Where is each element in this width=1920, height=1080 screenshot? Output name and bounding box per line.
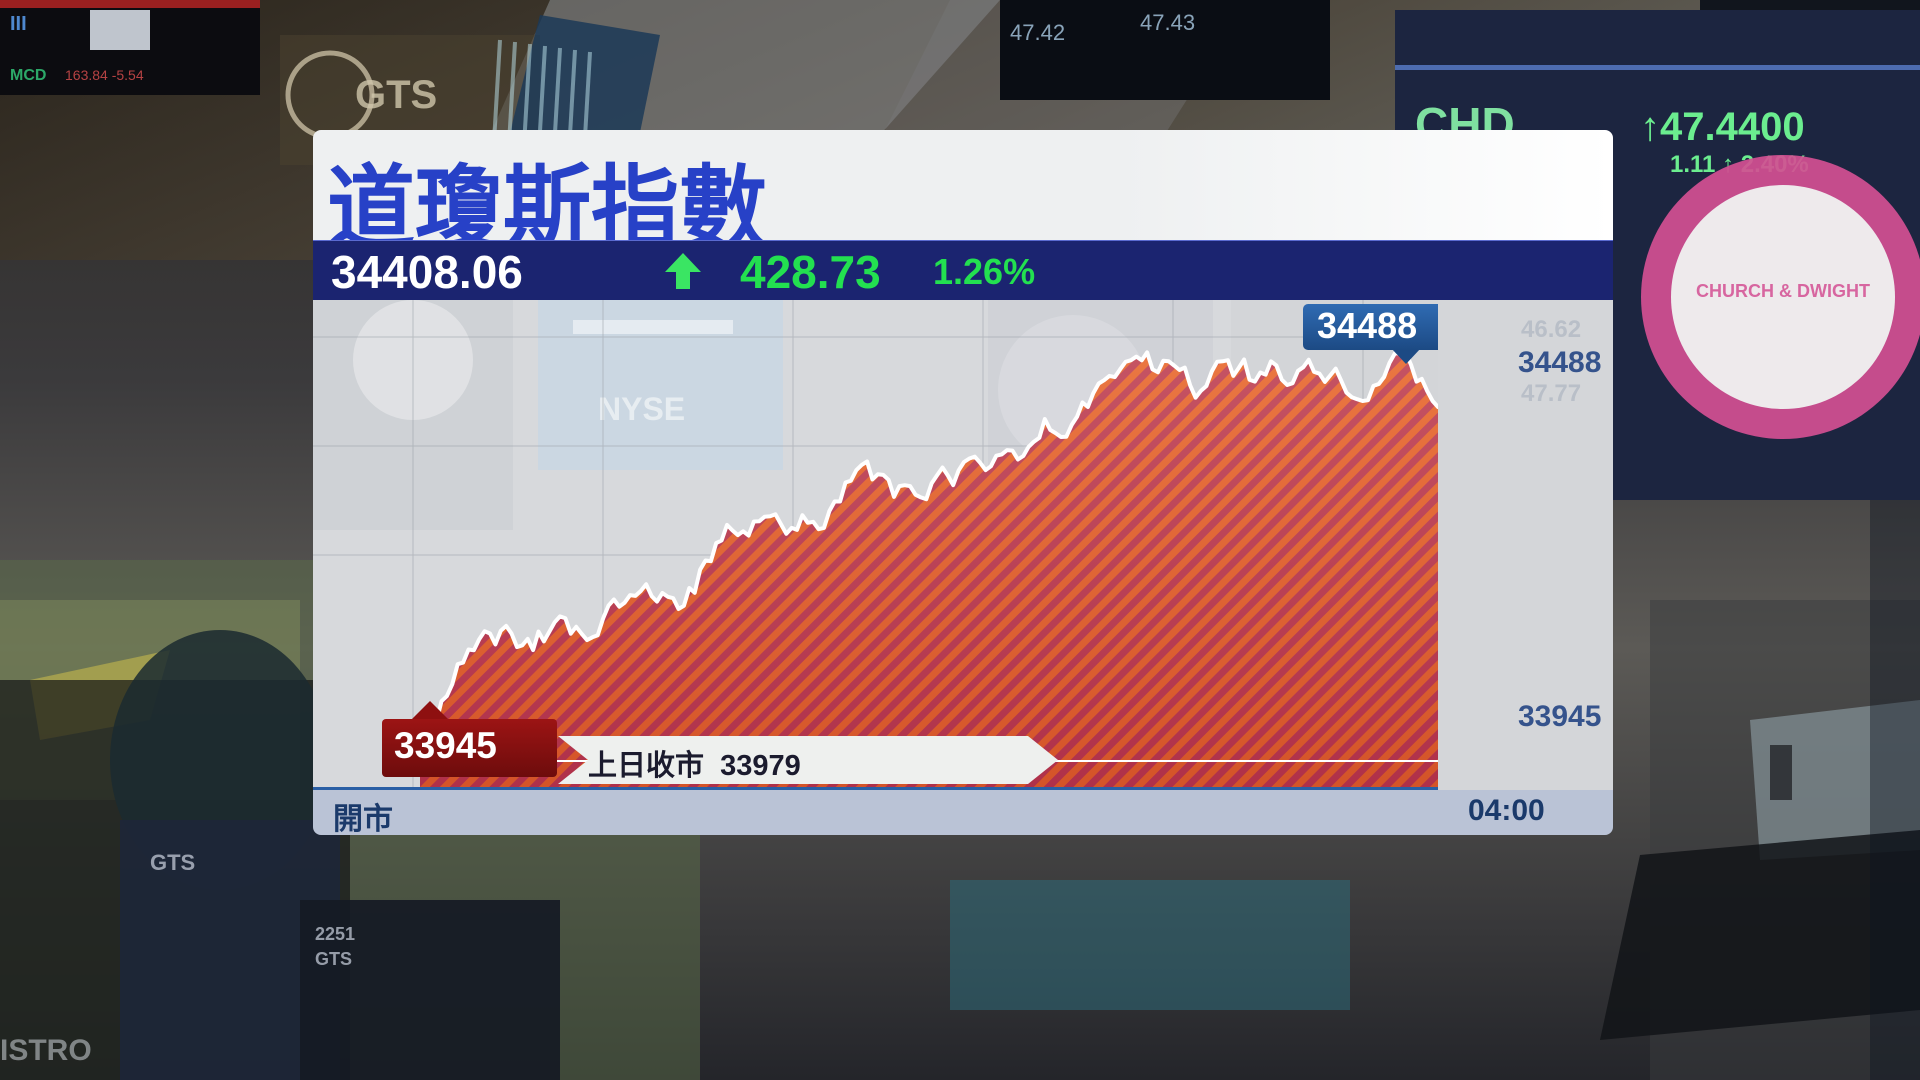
- svg-text:III: III: [10, 13, 27, 35]
- svg-text:GTS: GTS: [355, 73, 437, 117]
- svg-text:2251: 2251: [315, 924, 355, 944]
- svg-text:CHURCH & DWIGHT: CHURCH & DWIGHT: [1696, 281, 1870, 301]
- svg-text:↑47.4400: ↑47.4400: [1640, 105, 1805, 149]
- svg-text:MCD: MCD: [10, 67, 46, 84]
- svg-text:GTS: GTS: [150, 850, 195, 875]
- svg-text:47.42: 47.42: [1010, 20, 1065, 45]
- svg-text:47.43: 47.43: [1140, 10, 1195, 35]
- svg-text:GTS: GTS: [315, 949, 352, 969]
- svg-text:163.84 -5.54: 163.84 -5.54: [65, 67, 144, 83]
- svg-text:ISTRO: ISTRO: [0, 1034, 92, 1067]
